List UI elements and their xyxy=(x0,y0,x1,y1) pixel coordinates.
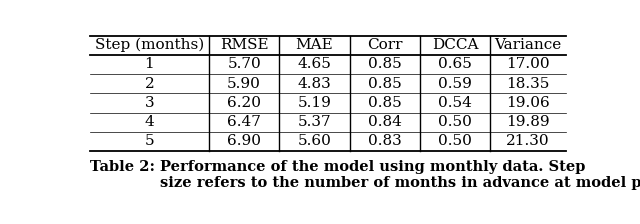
Text: 0.83: 0.83 xyxy=(368,134,402,149)
Text: 5.60: 5.60 xyxy=(298,134,332,149)
Text: Variance: Variance xyxy=(495,38,562,52)
Text: 0.85: 0.85 xyxy=(368,57,402,71)
Text: 4.65: 4.65 xyxy=(298,57,332,71)
Text: MAE: MAE xyxy=(296,38,333,52)
Text: 17.00: 17.00 xyxy=(506,57,550,71)
Text: 4.83: 4.83 xyxy=(298,77,332,91)
Text: 0.50: 0.50 xyxy=(438,115,472,129)
Text: 5.37: 5.37 xyxy=(298,115,332,129)
Text: 5.70: 5.70 xyxy=(227,57,261,71)
Text: 4: 4 xyxy=(145,115,154,129)
Text: 5: 5 xyxy=(145,134,154,149)
Text: Corr: Corr xyxy=(367,38,403,52)
Text: DCCA: DCCA xyxy=(432,38,479,52)
Text: 6.47: 6.47 xyxy=(227,115,261,129)
Text: 5.90: 5.90 xyxy=(227,77,261,91)
Text: 19.89: 19.89 xyxy=(506,115,550,129)
Text: 5.19: 5.19 xyxy=(298,96,332,110)
Text: 3: 3 xyxy=(145,96,154,110)
Text: 0.85: 0.85 xyxy=(368,77,402,91)
Text: 1: 1 xyxy=(145,57,154,71)
Text: 6.20: 6.20 xyxy=(227,96,261,110)
Text: 0.85: 0.85 xyxy=(368,96,402,110)
Text: 0.84: 0.84 xyxy=(368,115,402,129)
Text: Performance of the model using monthly data. Step
size refers to the number of m: Performance of the model using monthly d… xyxy=(160,160,640,190)
Text: 21.30: 21.30 xyxy=(506,134,550,149)
Text: RMSE: RMSE xyxy=(220,38,268,52)
Text: 0.54: 0.54 xyxy=(438,96,472,110)
Text: 0.65: 0.65 xyxy=(438,57,472,71)
Text: Table 2:: Table 2: xyxy=(90,160,160,174)
Text: 6.90: 6.90 xyxy=(227,134,261,149)
Text: 2: 2 xyxy=(145,77,154,91)
Text: 0.50: 0.50 xyxy=(438,134,472,149)
Text: 19.06: 19.06 xyxy=(506,96,550,110)
Text: Step (months): Step (months) xyxy=(95,38,204,52)
Text: 0.59: 0.59 xyxy=(438,77,472,91)
Text: 18.35: 18.35 xyxy=(506,77,550,91)
